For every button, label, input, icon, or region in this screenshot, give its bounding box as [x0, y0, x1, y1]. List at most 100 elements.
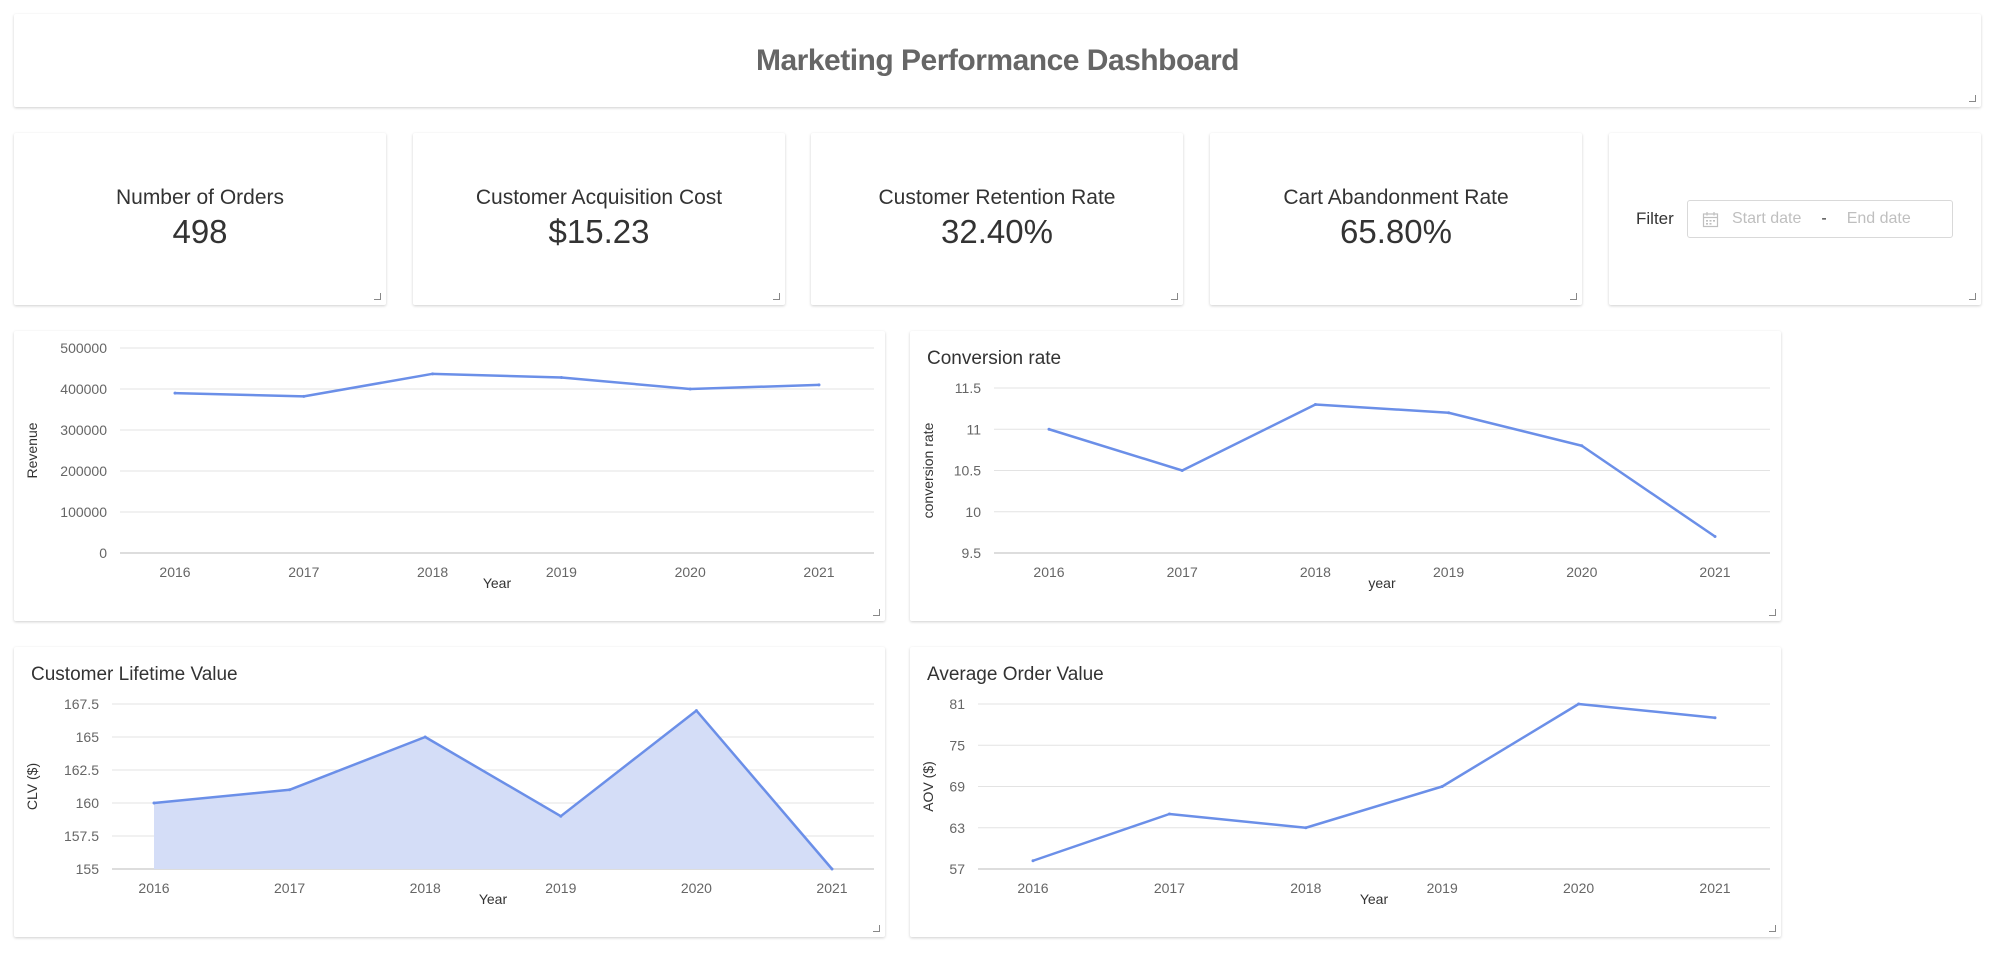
kpi-label: Customer Retention Rate	[878, 186, 1116, 209]
y-tick-label: 165	[76, 729, 100, 745]
data-point	[1313, 403, 1317, 406]
y-tick-label: 69	[949, 779, 965, 795]
aov-chart-card: Average Order Value 57 63 69 75 81 2016 2017 201…	[910, 647, 1781, 937]
series-line	[1032, 702, 1716, 862]
x-tick-label: 2017	[274, 880, 305, 896]
resize-handle-icon[interactable]	[1171, 293, 1178, 300]
resize-handle-icon[interactable]	[873, 609, 880, 616]
data-point	[1447, 411, 1451, 415]
resize-handle-icon[interactable]	[873, 925, 880, 932]
x-axis-title: year	[1368, 575, 1396, 591]
x-tick-label: 2021	[803, 564, 834, 580]
clv-chart: Customer Lifetime Value 155 157.5 160 162.5 1…	[24, 664, 874, 907]
y-tick-label: 10	[965, 504, 981, 520]
y-tick-label: 400000	[60, 381, 107, 397]
page-title: Marketing Performance Dashboard	[756, 43, 1239, 77]
kpi-value: $15.23	[548, 213, 650, 250]
chart-title: Customer Lifetime Value	[31, 664, 238, 685]
x-axis-title: Year	[479, 891, 508, 907]
data-point	[1713, 535, 1717, 538]
start-date-input[interactable]: Start date	[1732, 210, 1802, 227]
kpi-value: 65.80%	[1340, 213, 1452, 250]
resize-handle-icon[interactable]	[1570, 293, 1577, 300]
y-tick-label: 63	[949, 820, 965, 836]
kpi-label: Customer Acquisition Cost	[475, 186, 723, 209]
x-tick-label: 2017	[288, 564, 319, 580]
y-axis-title: Revenue	[24, 422, 40, 478]
kpi-value: 32.40%	[941, 213, 1053, 250]
data-point	[173, 391, 177, 395]
clv-chart-card: Customer Lifetime Value 155 157.5 160 162.5 1…	[14, 647, 885, 937]
x-tick-label: 2021	[1699, 880, 1730, 896]
resize-handle-icon[interactable]	[1769, 925, 1776, 932]
date-range-picker[interactable]: Start date - End date	[1687, 200, 1953, 238]
kpi-card-cart-abandonment: Cart Abandonment Rate 65.80%	[1210, 133, 1582, 305]
y-axis-title: CLV ($)	[24, 763, 40, 810]
resize-handle-icon[interactable]	[374, 293, 381, 300]
y-tick-label: 9.5	[962, 545, 982, 561]
x-axis-title: Year	[1360, 891, 1389, 907]
data-point	[152, 801, 156, 805]
x-tick-label: 2021	[816, 880, 847, 896]
resize-handle-icon[interactable]	[773, 293, 780, 300]
series-line	[153, 709, 833, 870]
y-tick-label: 57	[949, 861, 965, 877]
y-tick-label: 155	[76, 861, 100, 877]
x-tick-label: 2019	[1433, 564, 1464, 580]
data-point	[817, 383, 821, 387]
calendar-icon	[1702, 211, 1719, 228]
x-tick-label: 2017	[1167, 564, 1198, 580]
x-tick-label: 2019	[1427, 880, 1458, 896]
dashboard-header: Marketing Performance Dashboard	[14, 14, 1981, 107]
x-tick-label: 2020	[675, 564, 706, 580]
x-tick-label: 2018	[1290, 880, 1321, 896]
data-point	[288, 788, 292, 792]
x-tick-label: 2019	[546, 564, 577, 580]
y-tick-label: 162.5	[64, 762, 99, 778]
aov-chart: Average Order Value 57 63 69 75 81 2016 2017 201…	[920, 664, 1770, 907]
data-point	[559, 376, 563, 380]
y-tick-label: 75	[949, 737, 965, 753]
x-tick-label: 2018	[417, 564, 448, 580]
data-point	[1577, 702, 1581, 706]
date-separator: -	[1821, 210, 1827, 227]
data-point	[1031, 859, 1035, 863]
y-tick-label: 160	[76, 795, 100, 811]
data-point	[830, 867, 834, 871]
x-tick-label: 2016	[138, 880, 169, 896]
filter-label: Filter	[1636, 209, 1674, 228]
filter-card: Filter Start date - End date	[1609, 133, 1981, 305]
y-tick-label: 10.5	[954, 463, 981, 479]
data-point	[431, 372, 435, 376]
data-point	[688, 387, 692, 391]
y-tick-label: 157.5	[64, 828, 99, 844]
resize-handle-icon[interactable]	[1969, 293, 1976, 300]
conversion-rate-chart: Conversion rate 9.5 10 10.5 11 11.5 2016 2017 20…	[920, 348, 1770, 591]
data-point	[1580, 444, 1584, 448]
conversion-rate-chart-card: Conversion rate 9.5 10 10.5 11 11.5 2016 2017 20…	[910, 331, 1781, 621]
data-point	[1047, 427, 1051, 431]
kpi-label: Number of Orders	[115, 186, 285, 209]
y-axis-title: conversion rate	[920, 422, 936, 518]
data-point	[1713, 716, 1717, 720]
y-axis-title: AOV ($)	[920, 761, 936, 812]
series-line	[174, 372, 820, 398]
kpi-card-retention-rate: Customer Retention Rate 32.40%	[811, 133, 1183, 305]
x-axis-title: Year	[483, 575, 512, 591]
area-fill	[154, 710, 832, 869]
data-point	[559, 814, 563, 818]
x-tick-label: 2016	[159, 564, 190, 580]
end-date-input[interactable]: End date	[1846, 210, 1911, 227]
y-tick-label: 200000	[60, 463, 107, 479]
data-point	[1167, 812, 1171, 816]
x-tick-label: 2020	[1563, 880, 1594, 896]
x-tick-label: 2020	[1566, 564, 1597, 580]
y-tick-label: 81	[949, 696, 965, 712]
kpi-card-acquisition-cost: Customer Acquisition Cost $15.23	[413, 133, 785, 305]
kpi-value: 498	[172, 213, 228, 250]
resize-handle-icon[interactable]	[1969, 95, 1976, 102]
resize-handle-icon[interactable]	[1769, 609, 1776, 616]
y-tick-label: 167.5	[64, 696, 99, 712]
x-tick-label: 2020	[681, 880, 712, 896]
data-point	[1304, 826, 1308, 830]
